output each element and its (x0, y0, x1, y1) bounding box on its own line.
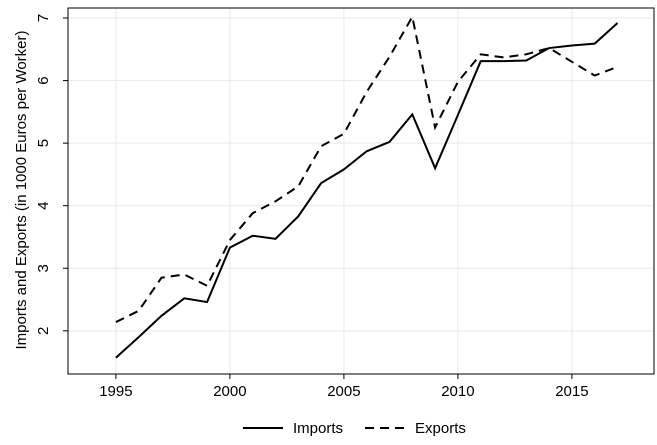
x-tick-label: 2000 (213, 383, 246, 400)
x-tick-label: 2005 (327, 383, 360, 400)
y-axis-label: Imports and Exports (in 1000 Euros per W… (13, 30, 30, 349)
plot-frame (67, 7, 655, 375)
y-tick-label: 3 (35, 264, 52, 272)
y-tick-label: 2 (35, 327, 52, 335)
x-tick-label: 2015 (555, 383, 588, 400)
legend-label: Exports (415, 420, 466, 437)
x-tick-label: 2010 (441, 383, 474, 400)
y-tick-label: 7 (35, 14, 52, 22)
y-tick-label: 4 (35, 202, 52, 210)
legend-label: Imports (293, 420, 343, 437)
line-series (115, 22, 619, 359)
line-series (115, 13, 618, 323)
y-tick-label: 6 (35, 76, 52, 84)
x-tick-label: 1995 (99, 383, 132, 400)
y-tick-label: 5 (35, 139, 52, 147)
